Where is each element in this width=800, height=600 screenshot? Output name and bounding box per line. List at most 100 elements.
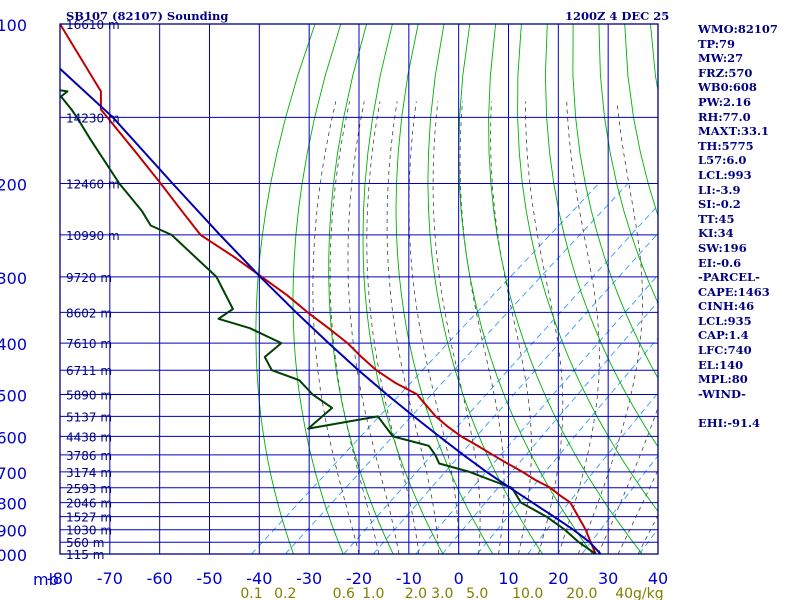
pressure-tick-label: 300 bbox=[0, 269, 27, 288]
mixing-ratio-label: 5.0 bbox=[466, 586, 488, 600]
temperature-tick-label: -50 bbox=[196, 569, 222, 588]
parameter-row: EI:-0.6 bbox=[698, 255, 742, 270]
height-label: 5137 m bbox=[66, 410, 112, 424]
parameter-row: -WIND- bbox=[698, 386, 746, 401]
temperature-tick-label: 20 bbox=[548, 569, 568, 588]
parameter-row: TP:79 bbox=[698, 36, 736, 51]
parameter-row: LCL:993 bbox=[698, 167, 752, 182]
moist-adiabat bbox=[408, 101, 460, 554]
temperature-tick-label: 0 bbox=[454, 569, 464, 588]
sounding-profiles bbox=[60, 24, 602, 554]
height-label: 6711 m bbox=[66, 364, 112, 378]
parameter-row: KI:34 bbox=[698, 226, 734, 241]
pressure-tick-label: 100 bbox=[0, 16, 27, 35]
mixing-ratio-line bbox=[343, 204, 658, 554]
height-label: 16610 m bbox=[66, 18, 120, 32]
height-label: 7610 m bbox=[66, 337, 112, 351]
parameter-row: MW:27 bbox=[698, 51, 744, 66]
mixing-ratio-label: 40g/kg bbox=[615, 586, 663, 600]
temperature-tick-label: -30 bbox=[296, 569, 322, 588]
y-axis-label: mb bbox=[33, 570, 59, 589]
mixing-ratio-label: 20.0 bbox=[566, 586, 597, 600]
parameter-row: PW:2.16 bbox=[698, 94, 752, 109]
valid-time: 1200Z 4 DEC 25 bbox=[565, 9, 669, 23]
temperature-tick-label: -40 bbox=[246, 569, 272, 588]
temperature-tick-label: 10 bbox=[498, 569, 518, 588]
pressure-tick-label: 200 bbox=[0, 176, 27, 195]
parameter-row: SW:196 bbox=[698, 240, 747, 255]
parameter-row bbox=[698, 401, 798, 416]
pressure-tick-label: 1000 bbox=[0, 546, 27, 565]
height-label: 3174 m bbox=[66, 466, 112, 480]
moist-adiabats bbox=[312, 101, 658, 554]
parameter-row: FRZ:570 bbox=[698, 65, 753, 80]
parameter-row: RH:77.0 bbox=[698, 109, 751, 124]
parameter-row: LCL:935 bbox=[698, 313, 752, 328]
parameter-row: LFC:740 bbox=[698, 343, 752, 358]
mixing-ratio-line bbox=[284, 183, 629, 554]
temperature-tick-labels: -80 -70 -60 -50 -40 -30 -20 -10 0 10 20 30 40 bbox=[47, 569, 668, 588]
height-label: 9720 m bbox=[66, 271, 112, 285]
parameter-row: TH:5775 bbox=[698, 138, 754, 153]
moist-adiabat bbox=[525, 101, 564, 554]
parameter-row: MPL:80 bbox=[698, 372, 748, 387]
moist-adiabat bbox=[490, 101, 532, 554]
pressure-tick-label: 900 bbox=[0, 522, 27, 541]
temperature-tick-label: -20 bbox=[346, 569, 372, 588]
pressure-tick-label: 600 bbox=[0, 428, 27, 447]
parameter-row: SI:-0.2 bbox=[698, 197, 741, 212]
mixing-ratio-label: 3.0 bbox=[431, 586, 453, 600]
temperature-tick-label: -60 bbox=[147, 569, 173, 588]
moist-adiabat bbox=[432, 101, 481, 554]
height-label: 5890 m bbox=[66, 388, 112, 402]
temperature-tick-label: -70 bbox=[97, 569, 123, 588]
height-label: 2046 m bbox=[66, 497, 112, 511]
parameter-row: CINH:46 bbox=[698, 299, 755, 314]
moist-adiabat bbox=[459, 101, 505, 554]
moist-adiabat bbox=[577, 101, 643, 554]
mixing-ratio-label: 0.6 bbox=[333, 586, 355, 600]
parameter-row: MAXT:33.1 bbox=[698, 124, 769, 139]
parameter-row: WB0:608 bbox=[698, 80, 757, 95]
mixing-ratio-label: 10.0 bbox=[512, 586, 543, 600]
mixing-ratio-label: 0.2 bbox=[274, 586, 296, 600]
isobars bbox=[60, 24, 658, 554]
mixing-ratio-label: 1.0 bbox=[362, 586, 384, 600]
chart-title: SB107 (82107) Sounding bbox=[66, 9, 228, 23]
height-label: 115 m bbox=[66, 548, 104, 562]
pressure-tick-label: 700 bbox=[0, 464, 27, 483]
parameter-row: WMO:82107 bbox=[698, 22, 778, 36]
moist-adiabat bbox=[386, 101, 440, 554]
parameter-row: TT:45 bbox=[698, 211, 735, 226]
temperature-tick-label: -80 bbox=[47, 569, 73, 588]
height-label: 2593 m bbox=[66, 482, 112, 496]
temperature-tick-label: 40 bbox=[648, 569, 668, 588]
parcel-profile bbox=[60, 67, 602, 554]
pressure-tick-label: 500 bbox=[0, 386, 27, 405]
temperature-tick-label: -10 bbox=[396, 569, 422, 588]
mixing-ratio-line bbox=[372, 232, 658, 554]
temperature-profile bbox=[60, 24, 597, 554]
parameter-row: LI:-3.9 bbox=[698, 182, 741, 197]
pressure-tick-label: 400 bbox=[0, 335, 27, 354]
height-label: 14230 m bbox=[66, 111, 120, 125]
mixing-ratio-line bbox=[581, 455, 658, 554]
parameter-row: L57:6.0 bbox=[698, 153, 747, 168]
height-labels: 16610 m 14230 m 12460 m 10990 m 9720 m 8602 m… bbox=[66, 18, 120, 562]
mixing-ratio-labels: 0.1 0.2 0.6 1.0 2.0 3.0 5.0 10.0 20.0 40g/kg bbox=[240, 586, 663, 600]
height-label: 1030 m bbox=[66, 524, 112, 538]
height-label: 560 m bbox=[66, 536, 104, 550]
height-label: 1527 m bbox=[66, 511, 112, 525]
moist-adiabat bbox=[557, 101, 600, 554]
pressure-tick-label: 800 bbox=[0, 495, 27, 514]
parameter-row: CAPE:1463 bbox=[698, 284, 770, 299]
height-label: 4438 m bbox=[66, 430, 112, 444]
height-label: 8602 m bbox=[66, 306, 112, 320]
height-label: 3786 m bbox=[66, 449, 112, 463]
mixing-ratio-label: 0.1 bbox=[240, 586, 262, 600]
plot-frame bbox=[59, 23, 659, 555]
mixing-ratio-label: 2.0 bbox=[405, 586, 427, 600]
pressure-tick-labels: 100 200 300 400 500 600 700 800 900 1000 mb bbox=[0, 16, 59, 589]
temperature-tick-label: 30 bbox=[598, 569, 618, 588]
